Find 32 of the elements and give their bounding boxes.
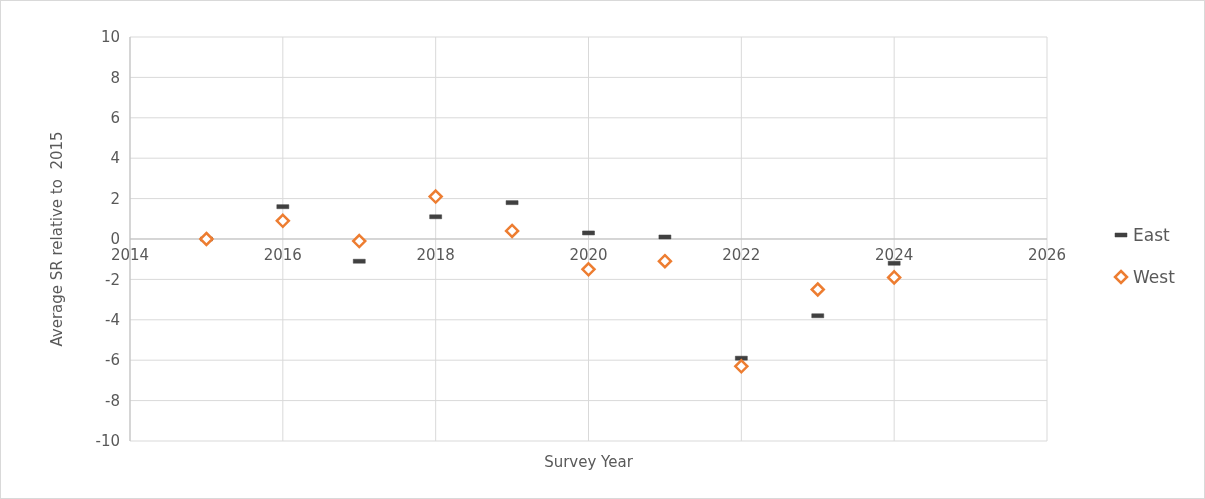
point <box>810 282 825 297</box>
x-tick-label: 2014 <box>110 246 150 265</box>
x-tick-label: 2018 <box>416 246 455 265</box>
y-axis-title: Average SR relative to 2015 <box>48 131 66 347</box>
point <box>428 189 443 204</box>
y-tick-label: -10 <box>95 432 120 451</box>
y-tick-label: 6 <box>110 109 120 128</box>
x-tick-label: 2020 <box>569 246 608 265</box>
x-tick-label: 2024 <box>875 246 914 265</box>
y-tick-label: 2 <box>110 189 120 208</box>
x-tick-label: 2022 <box>722 246 761 265</box>
x-axis-title: Survey Year <box>544 453 634 471</box>
point <box>657 253 673 269</box>
point <box>886 270 902 285</box>
y-tick-label: -8 <box>105 391 120 410</box>
x-tick-label: 2016 <box>263 246 302 265</box>
x-tick-label: 2026 <box>1027 246 1067 265</box>
point <box>352 233 367 249</box>
point <box>581 262 596 277</box>
y-tick-label: 8 <box>110 68 120 87</box>
y-tick-label: -2 <box>105 270 120 289</box>
y-tick-label: 4 <box>110 149 120 168</box>
y-tick-label: -4 <box>105 311 120 330</box>
y-tick-label: -6 <box>105 351 120 370</box>
y-tick-label: 10 <box>100 28 120 47</box>
y-tick-label: 0 <box>110 230 120 249</box>
point <box>199 231 214 247</box>
legend-label: East <box>1133 224 1171 245</box>
legend-label: West <box>1133 266 1176 287</box>
point <box>734 359 749 374</box>
point <box>504 223 520 239</box>
point <box>275 213 291 229</box>
